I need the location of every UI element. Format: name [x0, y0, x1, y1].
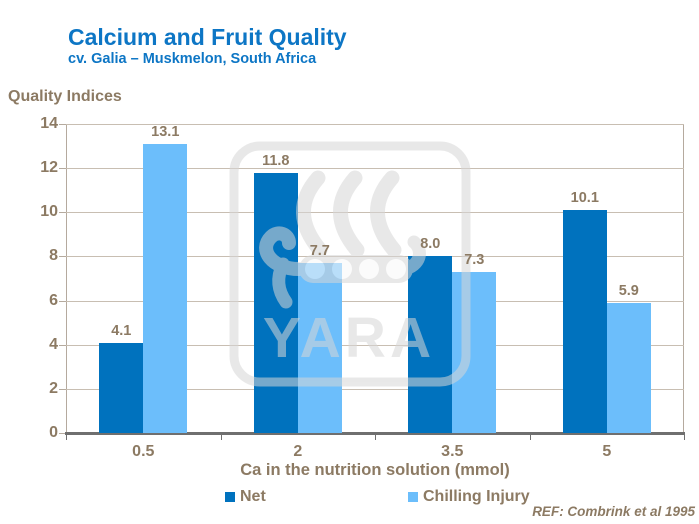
- bar-chilling-injury: [297, 263, 342, 433]
- x-category-label: 5: [602, 443, 612, 460]
- y-tick-mark: [59, 212, 66, 213]
- x-axis-line: [65, 432, 685, 435]
- y-tick-label: 8: [49, 247, 58, 264]
- legend-swatch-chilling-injury: [408, 492, 418, 502]
- legend-swatch-net: [225, 492, 235, 502]
- y-tick-mark: [59, 389, 66, 390]
- x-axis-title: Ca in the nutrition solution (mmol): [240, 461, 510, 479]
- bar-value-label: 10.1: [570, 190, 599, 207]
- bar-net: [562, 210, 607, 433]
- y-tick-mark: [59, 256, 66, 257]
- gridline: [66, 389, 684, 390]
- bar-net: [99, 342, 144, 433]
- y-tick-mark: [59, 345, 66, 346]
- bar-value-label: 8.0: [420, 236, 441, 253]
- x-tick-mark: [66, 435, 67, 440]
- y-tick-mark: [59, 433, 66, 434]
- legend-item: Net: [225, 488, 266, 505]
- x-tick-mark: [684, 435, 685, 440]
- x-tick-mark: [220, 435, 222, 440]
- legend-item: Chilling Injury: [408, 488, 530, 505]
- bar-value-label: 5.9: [618, 282, 639, 299]
- bar-chilling-injury: [143, 143, 188, 433]
- y-tick-label: 6: [49, 292, 58, 309]
- y-tick-label: 12: [40, 159, 58, 176]
- legend-label: Chilling Injury: [423, 488, 530, 505]
- bar-value-label: 13.1: [151, 123, 180, 140]
- x-category-label: 3.5: [441, 443, 464, 460]
- reference-text: REF: Combrink et al 1995: [532, 504, 695, 519]
- legend-label: Net: [240, 488, 266, 505]
- y-tick-label: 2: [49, 380, 58, 397]
- bar-value-label: 11.8: [262, 152, 290, 169]
- chart-title: Calcium and Fruit Quality: [68, 24, 347, 50]
- x-category-label: 0.5: [132, 443, 155, 460]
- bar-net: [253, 172, 298, 433]
- x-tick-mark: [375, 435, 376, 440]
- bar-value-label: 7.3: [464, 251, 485, 268]
- y-tick-mark: [59, 168, 66, 169]
- y-axis-title: Quality Indices: [8, 88, 122, 105]
- y-tick-label: 0: [49, 424, 58, 441]
- gridline: [66, 124, 684, 125]
- bar-value-label: 7.7: [309, 243, 330, 259]
- y-tick-label: 10: [40, 203, 58, 220]
- y-tick-label: 14: [40, 115, 58, 132]
- y-tick-mark: [59, 124, 66, 125]
- x-category-label: 2: [293, 443, 303, 460]
- bar-chilling-injury: [606, 302, 651, 433]
- y-tick-mark: [59, 301, 66, 302]
- bar-chilling-injury: [452, 271, 497, 433]
- x-tick-mark: [529, 435, 531, 440]
- chart-subtitle: cv. Galia – Muskmelon, South Africa: [68, 51, 317, 67]
- y-tick-label: 4: [49, 336, 58, 353]
- bar-net: [408, 256, 453, 433]
- bar-value-label: 4.1: [111, 322, 132, 339]
